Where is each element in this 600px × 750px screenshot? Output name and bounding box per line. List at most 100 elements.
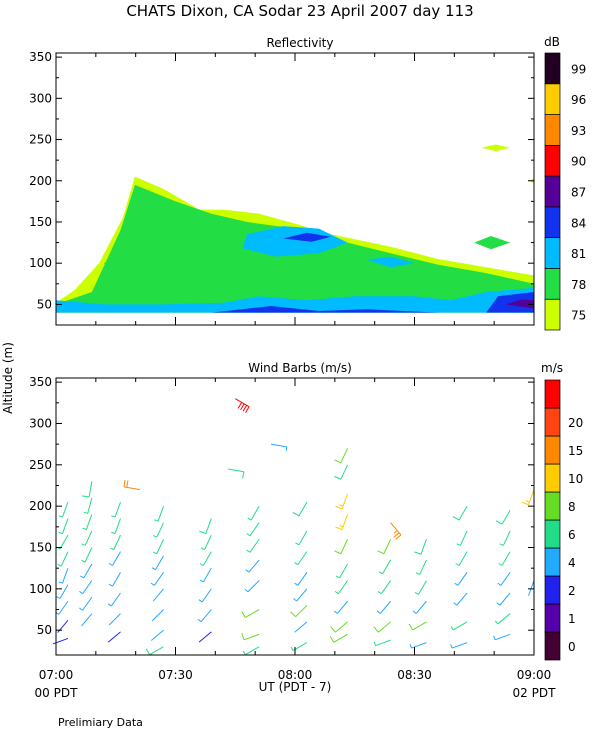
wind-barb-half-feather [111, 531, 116, 535]
colorbar-label: 90 [571, 155, 586, 169]
wind-barb [152, 539, 165, 555]
wind-barb-shaft [411, 642, 427, 649]
wind-barb-shaft [247, 580, 260, 593]
wind-barb [409, 642, 427, 649]
wind-barb-half-feather [80, 575, 85, 579]
wind-barb [493, 633, 511, 641]
wind-barb-shaft [83, 563, 93, 579]
colorbar-swatch-96 [544, 83, 561, 115]
wind-barb-half-feather [81, 559, 86, 563]
wind-barb-shaft [457, 572, 468, 586]
wind-barb-shaft [297, 551, 308, 566]
wind-barb-shaft [245, 609, 260, 618]
wind-barb [107, 631, 121, 643]
wind-barb-shaft [458, 551, 468, 566]
wind-barbs-frame [55, 377, 535, 656]
wind-barb-shaft [58, 600, 69, 615]
colorbar-label: 93 [571, 124, 586, 138]
wind-barb-shaft [271, 443, 287, 448]
wind-barb-shaft [87, 497, 93, 514]
wind-barb [79, 580, 93, 595]
wind-barb-half-feather [412, 610, 417, 614]
wind-barb-feather [495, 520, 503, 525]
wind-barb [334, 580, 348, 595]
wind-barbs-panel: Wind Barbs (m/s) 5010015020025030035007:… [29, 361, 583, 682]
wind-barb-half-feather [246, 549, 251, 553]
wind-barb-feather [335, 505, 343, 510]
wind-barb [335, 563, 349, 579]
reflectivity-contour-81 [242, 226, 348, 257]
wind-barb-feather [241, 611, 246, 618]
reflectivity-colorbar-unit: dB [544, 35, 560, 49]
wind-barb-shaft [112, 572, 121, 587]
wind-barb-half-feather [373, 641, 377, 646]
wind-barb-feather [242, 404, 248, 412]
wind-barb [234, 398, 250, 413]
wind-barb-shaft [500, 572, 511, 586]
wind-barb [294, 572, 308, 586]
wind-barb-half-feather [58, 581, 63, 584]
wind-barb-half-feather [58, 515, 63, 518]
wind-barb [56, 584, 69, 600]
wind-barb-feather [334, 550, 342, 555]
wind-barb-feather [334, 475, 342, 480]
wind-barb-shaft [234, 398, 250, 408]
y-tick-label: 350 [29, 50, 52, 64]
wind-barb [56, 534, 69, 550]
wind-barb [246, 522, 260, 537]
colorbar-label: 96 [571, 93, 586, 107]
wind-barb [377, 539, 392, 555]
reflectivity-contour-75 [481, 144, 511, 152]
wind-colorbar-label: 0 [568, 640, 576, 654]
wind-barb-feather [145, 648, 151, 655]
wind-barb-half-feather [244, 588, 249, 593]
colorbar-label: 78 [571, 278, 586, 292]
wind-barb-shaft [82, 596, 93, 611]
wind-barb-half-feather [242, 651, 246, 655]
wind-colorbar-swatch [544, 547, 561, 577]
wind-barb-shaft [451, 642, 468, 649]
wind-barb-half-feather [414, 592, 419, 595]
wind-barb [377, 580, 392, 595]
wind-barb-half-feather [376, 610, 381, 614]
wind-barb [292, 501, 308, 517]
wind-barb-shaft [60, 551, 69, 567]
wind-barb-half-feather [453, 602, 458, 606]
figure-title: CHATS Dixon, CA Sodar 23 April 2007 day … [126, 2, 473, 20]
wind-barb [496, 592, 511, 606]
wind-barb-shaft [114, 518, 121, 534]
wind-barb [58, 501, 69, 518]
wind-barb-shaft [81, 613, 93, 627]
wind-barb-half-feather [245, 569, 250, 573]
wind-barb-shaft [340, 448, 349, 463]
wind-barb [415, 559, 427, 575]
wind-barb [107, 592, 121, 607]
wind-barb-half-feather [294, 582, 299, 586]
wind-barb-feather [126, 480, 129, 488]
reflectivity-contour-78 [127, 205, 252, 290]
wind-barb [528, 580, 535, 596]
wind-barb [414, 580, 427, 595]
wind-barb-shaft [452, 621, 468, 631]
wind-barb [81, 613, 93, 627]
wind-barb [450, 621, 468, 631]
wind-colorbar-swatch [544, 379, 561, 409]
wind-barb [108, 572, 121, 587]
x-tick-label: 09:00 [517, 668, 552, 682]
wind-barb [498, 551, 511, 566]
wind-barbs [52, 398, 535, 656]
reflectivity-contour-81 [56, 287, 534, 313]
wind-barb-half-feather [151, 567, 156, 571]
wind-barb-shaft [494, 633, 511, 641]
wind-barb [199, 567, 212, 583]
wind-barb [333, 600, 348, 614]
wind-barb [412, 600, 427, 614]
wind-barb [154, 505, 165, 522]
wind-barb [151, 609, 164, 622]
wind-barb [499, 530, 511, 546]
wind-barbs-axis-ticks: 50 100 150 200 250 300 350 07:00 07:30 08:00 08:30… [29, 375, 551, 682]
wind-barb [290, 642, 308, 652]
wind-barb-half-feather [525, 500, 530, 503]
wind-barb-half-feather [334, 590, 339, 595]
